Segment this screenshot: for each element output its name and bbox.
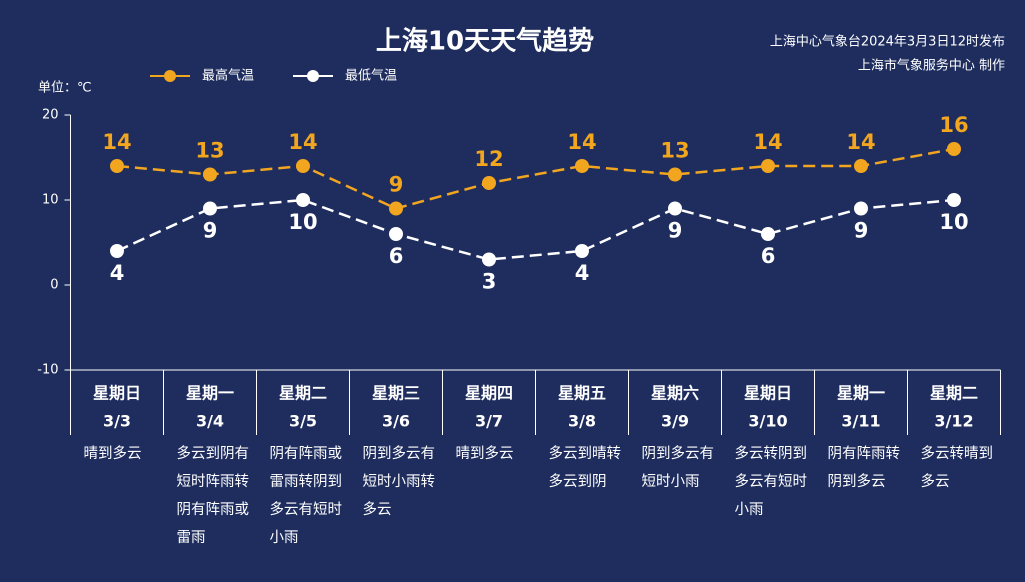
x-tick-label: 星期四 [465, 384, 513, 403]
date-label: 3/6 [382, 412, 410, 431]
value-label: 9 [203, 219, 218, 243]
y-tick-label: 10 [42, 193, 59, 208]
weather-description: 多云到阴有短时阵雨转阴有阵雨或雷雨 [176, 446, 250, 546]
point [947, 142, 961, 156]
value-label: 6 [389, 244, 404, 268]
value-label: 14 [846, 130, 875, 154]
value-label: 14 [102, 130, 131, 154]
x-tick-label: 星期五 [558, 384, 606, 403]
value-label: 9 [854, 219, 869, 243]
value-label: 14 [567, 130, 596, 154]
point [296, 159, 310, 173]
point [668, 201, 682, 216]
value-label: 9 [668, 219, 683, 243]
point [761, 227, 775, 241]
point [575, 159, 589, 173]
source: 上海市气象服务中心 制作 [858, 58, 1005, 74]
value-label: 13 [195, 139, 224, 163]
value-label: 13 [660, 139, 689, 163]
point [203, 167, 217, 182]
value-label: 3 [482, 270, 497, 294]
date-label: 3/5 [289, 412, 317, 431]
x-tick-label: 星期三 [372, 384, 420, 403]
y-tick-label: 20 [42, 108, 59, 123]
x-tick-label: 星期一 [186, 384, 234, 403]
weather-description: 多云转阴到多云有短时小雨 [734, 446, 808, 518]
point [389, 227, 403, 241]
point [203, 201, 217, 216]
date-label: 3/9 [661, 412, 689, 431]
legend-label: 最低气温 [345, 68, 397, 84]
series-line [116, 147, 955, 210]
point [482, 252, 496, 267]
value-label: 10 [939, 210, 968, 234]
point [761, 159, 775, 173]
point [854, 159, 868, 173]
point [854, 201, 868, 216]
unit-label: 单位：℃ [38, 81, 92, 96]
date-label: 3/3 [103, 412, 131, 431]
point [668, 167, 682, 182]
x-tick-label: 星期二 [279, 384, 327, 403]
legend-label: 最高气温 [202, 68, 254, 84]
weather-description: 阴有阵雨或雷雨转阴到多云有短时小雨 [269, 446, 343, 546]
date-label: 3/12 [934, 412, 973, 431]
value-label: 6 [761, 244, 776, 268]
weather-description: 阴到多云有短时小雨 [641, 446, 715, 490]
x-tick-label: 星期日 [93, 384, 141, 403]
point [947, 193, 961, 207]
y-tick-label: -10 [37, 363, 58, 378]
point [110, 244, 124, 258]
point [110, 159, 124, 173]
x-tick-label: 星期一 [837, 384, 885, 403]
value-label: 4 [575, 261, 590, 285]
weather-description: 阴到多云有短时小雨转多云 [362, 446, 436, 518]
value-label: 16 [939, 113, 968, 137]
weather-description: 多云转晴到多云 [920, 446, 994, 490]
date-label: 3/11 [841, 412, 880, 431]
weather-description: 晴到多云 [455, 446, 514, 462]
x-tick-label: 星期六 [651, 384, 699, 403]
value-label: 14 [753, 130, 782, 154]
point [482, 176, 496, 190]
weather-description: 阴有阵雨转阴到多云 [827, 446, 901, 490]
chart-title: 上海10天天气趋势 [376, 26, 594, 57]
legend-marker [164, 70, 176, 82]
y-tick-label: 0 [50, 278, 58, 293]
date-label: 3/10 [748, 412, 787, 431]
value-label: 14 [288, 130, 317, 154]
weather-description: 多云到晴转多云到阴 [548, 446, 622, 490]
point [296, 193, 310, 207]
point [575, 244, 589, 258]
date-label: 3/4 [196, 412, 224, 431]
point [389, 201, 403, 216]
value-label: 4 [110, 261, 125, 285]
date-label: 3/7 [475, 412, 503, 431]
series-line [116, 198, 955, 261]
weather-description: 晴到多云 [83, 446, 142, 462]
legend-marker [307, 70, 319, 82]
date-label: 3/8 [568, 412, 596, 431]
value-label: 10 [288, 210, 317, 234]
value-label: 12 [474, 147, 503, 171]
x-tick-label: 星期二 [930, 384, 978, 403]
source: 上海中心气象台2024年3月3日12时发布 [770, 34, 1005, 50]
x-tick-label: 星期日 [744, 384, 792, 403]
value-label: 9 [389, 173, 404, 197]
